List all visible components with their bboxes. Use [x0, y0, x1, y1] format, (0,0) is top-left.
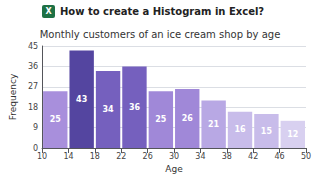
svg-text:34: 34	[102, 105, 114, 114]
svg-text:How to create a Histogram in E: How to create a Histogram in Excel?	[60, 6, 264, 17]
svg-text:43: 43	[76, 95, 87, 104]
svg-text:42: 42	[248, 152, 258, 161]
svg-text:12: 12	[287, 130, 298, 139]
svg-text:16: 16	[234, 125, 246, 134]
svg-text:Frequency: Frequency	[8, 73, 18, 120]
svg-text:36: 36	[129, 103, 141, 112]
svg-text:18: 18	[90, 152, 100, 161]
svg-text:25: 25	[50, 115, 62, 124]
svg-text:0: 0	[33, 143, 39, 153]
svg-text:36: 36	[28, 62, 38, 71]
svg-text:22: 22	[116, 152, 126, 161]
svg-text:27: 27	[28, 82, 38, 91]
svg-text:45: 45	[28, 42, 38, 51]
svg-text:10: 10	[37, 152, 47, 161]
svg-text:25: 25	[155, 115, 167, 124]
svg-text:30: 30	[169, 152, 179, 161]
svg-text:46: 46	[275, 152, 285, 161]
svg-text:26: 26	[182, 114, 194, 123]
svg-text:Age: Age	[165, 164, 183, 174]
svg-text:Monthly customers of an ice cr: Monthly customers of an ice cream shop b…	[40, 29, 281, 40]
svg-text:38: 38	[222, 152, 232, 161]
svg-text:X: X	[45, 7, 52, 16]
svg-text:9: 9	[33, 123, 38, 132]
svg-text:50: 50	[301, 152, 311, 161]
svg-text:21: 21	[208, 120, 220, 129]
svg-text:14: 14	[63, 152, 73, 161]
svg-text:34: 34	[195, 152, 205, 161]
svg-text:18: 18	[28, 103, 38, 112]
svg-text:26: 26	[143, 152, 153, 161]
svg-text:15: 15	[261, 127, 273, 136]
